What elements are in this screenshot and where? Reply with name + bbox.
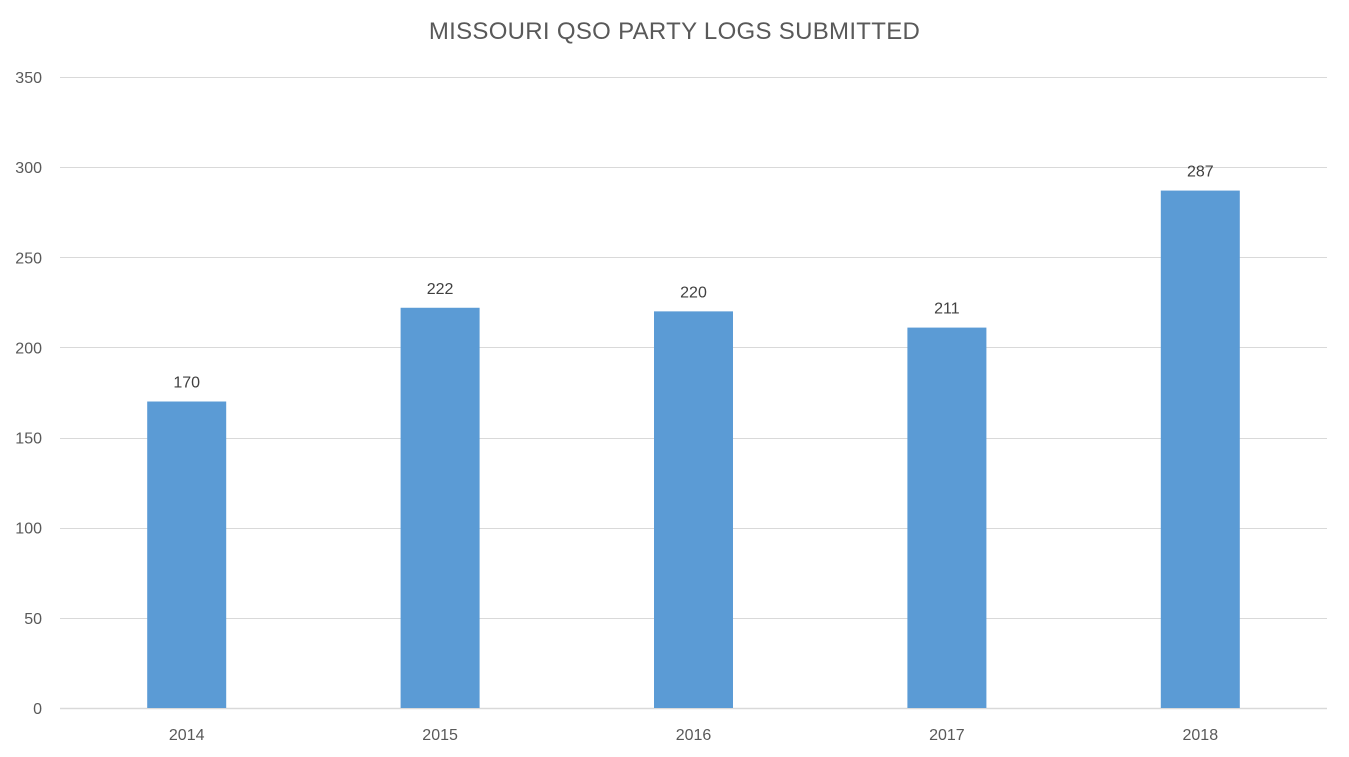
data-label-2017: 211	[934, 301, 960, 318]
x-tick-label-2015: 2015	[422, 727, 458, 744]
y-tick-label: 250	[15, 250, 42, 267]
bar-2016	[654, 311, 733, 708]
y-tick-label: 200	[15, 340, 42, 357]
bar-2015	[400, 307, 480, 708]
data-label-2014: 170	[173, 375, 200, 392]
data-label-2016: 220	[680, 284, 707, 301]
y-tick-label: 150	[15, 431, 42, 448]
x-tick-label-2018: 2018	[1183, 727, 1219, 744]
chart-title: MISSOURI QSO PARTY LOGS SUBMITTED	[428, 18, 921, 45]
data-label-2015: 222	[427, 281, 454, 298]
y-tick-label: 100	[15, 521, 42, 538]
data-label-2018: 287	[1187, 164, 1214, 181]
y-tick-label: 300	[15, 160, 42, 177]
bar-2014	[147, 401, 227, 708]
x-tick-label-2014: 2014	[169, 727, 205, 744]
bar-2018	[1160, 190, 1240, 708]
bar-2017	[907, 327, 987, 708]
x-tick-label-2017: 2017	[929, 727, 965, 744]
x-tick-label-2016: 2016	[676, 727, 712, 744]
y-tick-label: 50	[24, 611, 42, 628]
y-tick-label: 350	[15, 70, 42, 87]
y-tick-label: 0	[33, 701, 42, 718]
